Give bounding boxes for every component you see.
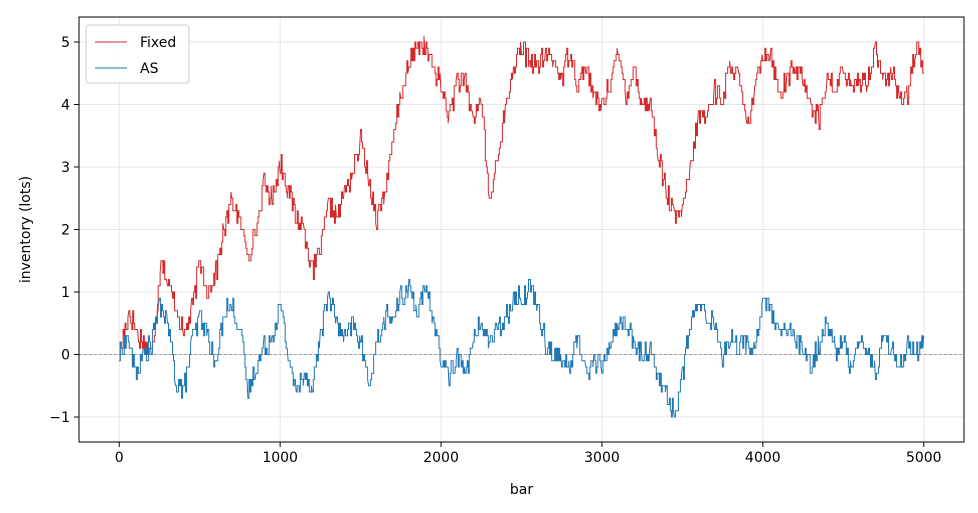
x-tick-label: 5000 <box>906 450 942 466</box>
y-tick-label: 5 <box>61 35 70 51</box>
legend-label-as: AS <box>140 61 159 77</box>
y-tick-label: 0 <box>61 348 70 364</box>
series-layer <box>119 35 925 418</box>
y-tick-label: 1 <box>61 285 70 301</box>
x-tick-label: 3000 <box>584 450 620 466</box>
legend-box <box>85 24 190 84</box>
legend-label-fixed: Fixed <box>140 35 176 51</box>
legend: Fixed AS <box>85 24 190 84</box>
y-tick-label: 3 <box>61 160 70 176</box>
y-axis-ticks: −1 0 1 2 3 4 5 <box>49 35 79 426</box>
x-axis-label: bar <box>510 482 533 498</box>
y-tick-label: −1 <box>49 410 70 426</box>
x-tick-label: 2000 <box>423 450 459 466</box>
y-tick-label: 2 <box>61 223 70 239</box>
series-line-fixed <box>119 35 924 362</box>
x-tick-label: 0 <box>115 450 124 466</box>
x-axis-ticks: 0 1000 2000 3000 4000 5000 <box>115 442 942 466</box>
x-tick-label: 4000 <box>745 450 781 466</box>
y-axis-label: inventory (lots) <box>18 176 34 283</box>
series-line-as <box>119 279 925 418</box>
y-tick-label: 4 <box>61 98 70 114</box>
x-tick-label: 1000 <box>262 450 298 466</box>
